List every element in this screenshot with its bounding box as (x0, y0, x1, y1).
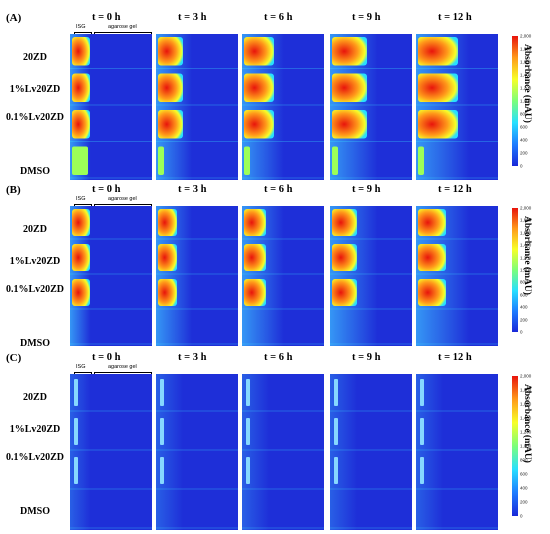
time-label: t = 9 h (352, 184, 381, 195)
agarose-label: agarose gel (108, 24, 137, 30)
colorbar (512, 36, 518, 166)
heatmap-image (242, 206, 324, 346)
colorbar-tick: 0 (520, 513, 523, 519)
colorbar-tick: 1,200 (520, 85, 532, 91)
colorbar-tick: 2,000 (520, 373, 532, 379)
isg-label: ISG (76, 196, 86, 202)
heatmap-image (70, 374, 152, 530)
heatmap-image (156, 34, 238, 180)
colorbar-tick: 200 (520, 317, 528, 323)
time-label: t = 12 h (438, 184, 472, 195)
time-label: t = 6 h (264, 184, 293, 195)
time-label: t = 12 h (438, 352, 472, 363)
colorbar-tick: 200 (520, 499, 528, 505)
colorbar-tick: 1,200 (520, 255, 532, 261)
heatmap-image (330, 206, 412, 346)
heatmap-image (242, 34, 324, 180)
row-label: 20ZD (23, 52, 47, 63)
colorbar-tick: 400 (520, 304, 528, 310)
colorbar-tick: 0 (520, 163, 523, 169)
row-label: DMSO (20, 166, 50, 177)
row-label: DMSO (20, 506, 50, 517)
colorbar-tick: 2,000 (520, 205, 532, 211)
colorbar (512, 376, 518, 516)
time-label: t = 0 h (92, 12, 121, 23)
colorbar-tick: 800 (520, 457, 528, 463)
panel-letter: (C) (6, 352, 22, 364)
colorbar-tick: 1,800 (520, 217, 532, 223)
colorbar-tick: 600 (520, 124, 528, 130)
panel-a: (A) t = 0 h t = 3 h t = 6 h t = 9 h t = 12 h I… (0, 8, 550, 180)
time-label: t = 3 h (178, 12, 207, 23)
time-label: t = 9 h (352, 12, 381, 23)
time-label: t = 0 h (92, 352, 121, 363)
colorbar-tick: 1,600 (520, 59, 532, 65)
heatmap-image (416, 206, 498, 346)
colorbar-tick: 600 (520, 471, 528, 477)
heatmap-image (70, 34, 152, 180)
time-label: t = 0 h (92, 184, 121, 195)
colorbar-tick: 2,000 (520, 33, 532, 39)
heatmap-image (416, 34, 498, 180)
panel-letter: (B) (6, 184, 21, 196)
colorbar-tick: 0 (520, 329, 523, 335)
agarose-label: agarose gel (108, 196, 137, 202)
row-label: 0.1%Lv20ZD (5, 284, 65, 295)
time-label: t = 6 h (264, 352, 293, 363)
isg-label: ISG (76, 364, 86, 370)
colorbar-tick: 1,200 (520, 429, 532, 435)
heatmap-image (330, 34, 412, 180)
colorbar-tick: 1,000 (520, 98, 532, 104)
row-label: 20ZD (23, 224, 47, 235)
colorbar-tick: 400 (520, 485, 528, 491)
colorbar-tick: 1,600 (520, 230, 532, 236)
colorbar-tick: 1,000 (520, 267, 532, 273)
heatmap-image (242, 374, 324, 530)
colorbar-tick: 1,400 (520, 415, 532, 421)
isg-label: ISG (76, 24, 86, 30)
heatmap-image (156, 206, 238, 346)
row-label: 20ZD (23, 392, 47, 403)
panel-c: (C) t = 0 h t = 3 h t = 6 h t = 9 h t = 12 h I… (0, 348, 550, 530)
colorbar-title: Absorbance (mAU) (522, 384, 532, 463)
heatmap-image (416, 374, 498, 530)
colorbar (512, 208, 518, 332)
heatmap-image (330, 374, 412, 530)
colorbar-tick: 1,800 (520, 46, 532, 52)
row-label: 1%Lv20ZD (9, 256, 61, 267)
heatmap-image (156, 374, 238, 530)
heatmap-image (70, 206, 152, 346)
row-label: 0.1%Lv20ZD (5, 112, 65, 123)
row-label: 0.1%Lv20ZD (5, 452, 65, 463)
colorbar-tick: 800 (520, 279, 528, 285)
row-label: DMSO (20, 338, 50, 349)
colorbar-tick: 1,600 (520, 401, 532, 407)
colorbar-tick: 1,400 (520, 72, 532, 78)
colorbar-tick: 1,400 (520, 242, 532, 248)
time-label: t = 12 h (438, 12, 472, 23)
colorbar-tick: 400 (520, 137, 528, 143)
time-label: t = 3 h (178, 352, 207, 363)
colorbar-tick: 200 (520, 150, 528, 156)
colorbar-title: Absorbance (mAU) (522, 44, 532, 123)
agarose-label: agarose gel (108, 364, 137, 370)
row-label: 1%Lv20ZD (9, 424, 61, 435)
row-label: 1%Lv20ZD (9, 84, 61, 95)
colorbar-tick: 1,000 (520, 443, 532, 449)
panel-b: (B) t = 0 h t = 3 h t = 6 h t = 9 h t = 12 h I… (0, 180, 550, 349)
time-label: t = 3 h (178, 184, 207, 195)
colorbar-tick: 1,800 (520, 387, 532, 393)
time-label: t = 6 h (264, 12, 293, 23)
colorbar-title: Absorbance (mAU) (522, 216, 532, 295)
colorbar-tick: 800 (520, 111, 528, 117)
colorbar-tick: 600 (520, 292, 528, 298)
time-label: t = 9 h (352, 352, 381, 363)
panel-letter: (A) (6, 12, 22, 24)
